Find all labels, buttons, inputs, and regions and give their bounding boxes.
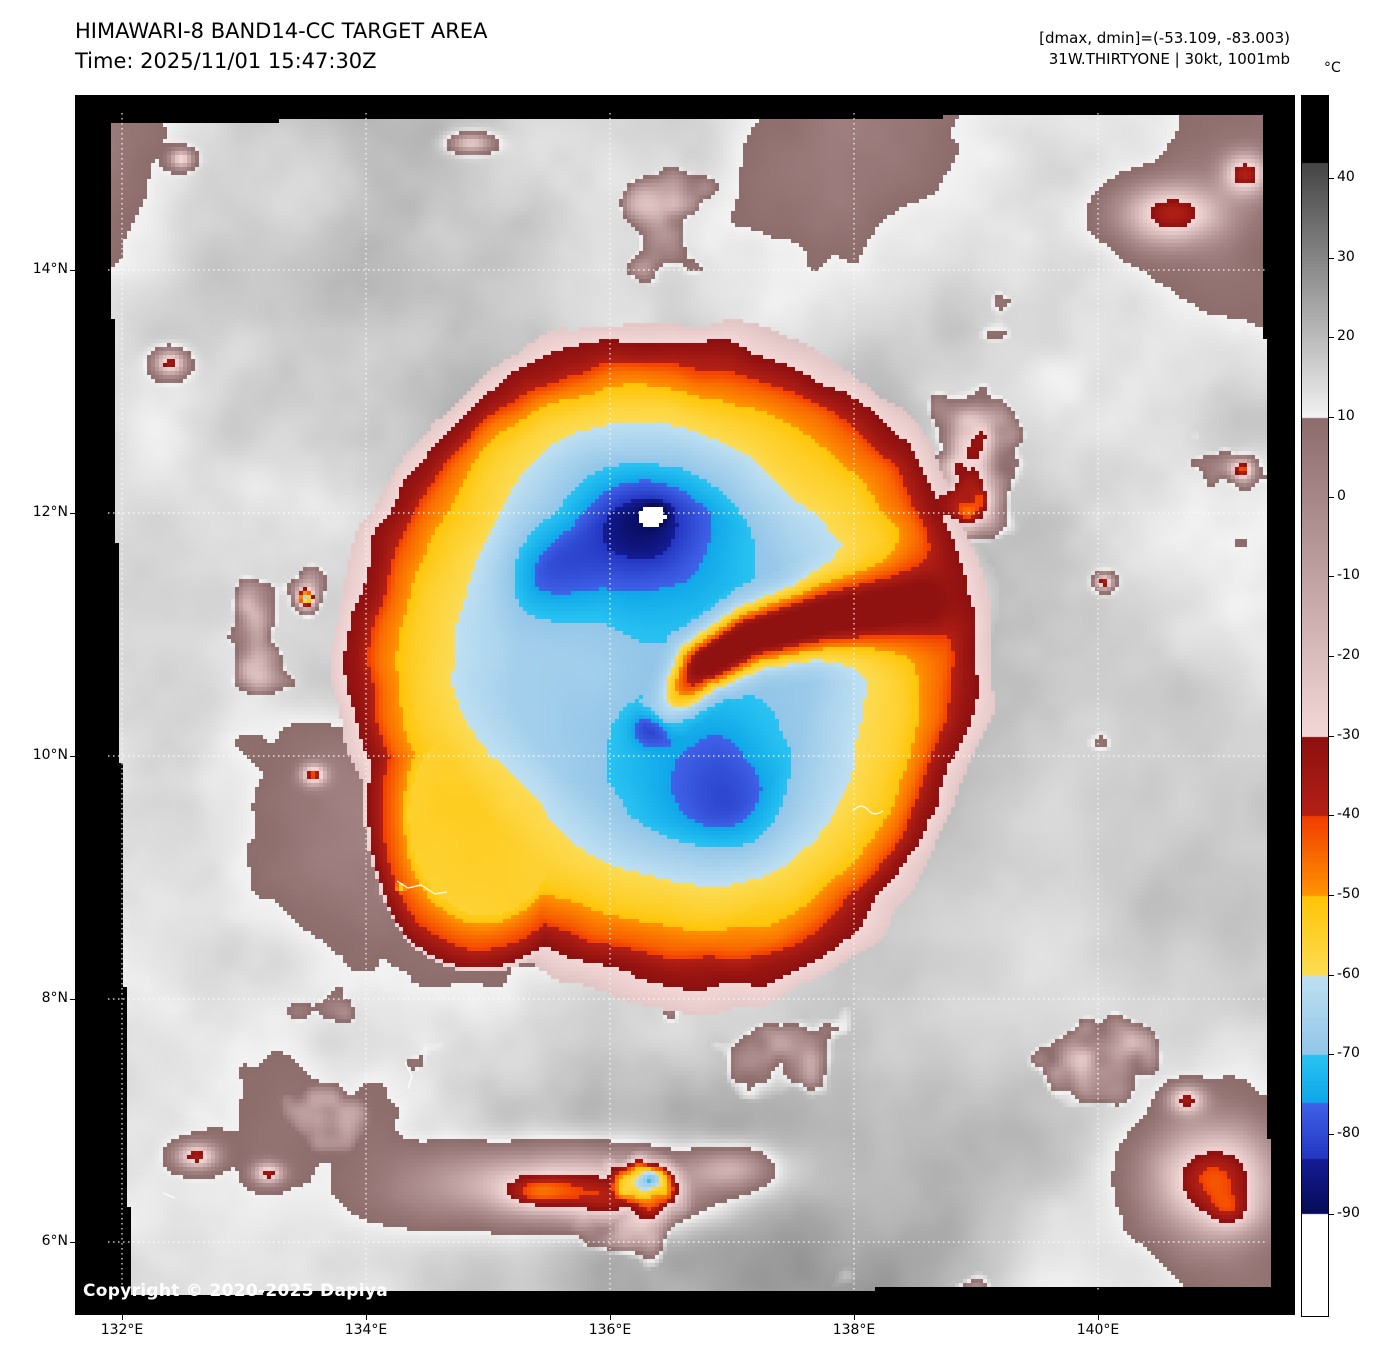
figure-title: HIMAWARI-8 BAND14-CC TARGET AREA xyxy=(75,19,488,43)
lon-tick-label: 138°E xyxy=(832,1322,876,1338)
lon-tick-mark xyxy=(366,1315,367,1320)
colorbar-tick-mark xyxy=(1329,1213,1334,1215)
storm-id-readout: 31W.THIRTYONE | 30kt, 1001mb xyxy=(1048,50,1290,68)
lat-tick-mark xyxy=(70,999,75,1000)
lat-tick-label: 6°N xyxy=(41,1233,68,1249)
colorbar-tick-mark xyxy=(1329,895,1334,897)
lat-tick-mark xyxy=(70,270,75,271)
colorbar-tick-mark xyxy=(1329,815,1334,817)
colorbar-tick-label: 0 xyxy=(1337,487,1346,504)
colorbar-tick-label: -20 xyxy=(1337,646,1360,663)
lon-tick-label: 140°E xyxy=(1076,1322,1120,1338)
colorbar-tick-label: 20 xyxy=(1337,328,1355,345)
colorbar-tick-label: -30 xyxy=(1337,726,1360,743)
satellite-image-canvas xyxy=(75,95,1295,1315)
lon-tick-label: 134°E xyxy=(344,1322,388,1338)
colorbar-tick-label: -90 xyxy=(1337,1204,1360,1221)
lon-tick-mark xyxy=(610,1315,611,1320)
colorbar-tick-label: -70 xyxy=(1337,1045,1360,1062)
lon-tick-mark xyxy=(854,1315,855,1320)
lon-tick-mark xyxy=(1098,1315,1099,1320)
coastline-path xyxy=(852,805,884,815)
lat-tick-label: 8°N xyxy=(41,990,68,1006)
lat-tick-mark xyxy=(70,513,75,514)
colorbar-tick-mark xyxy=(1329,576,1334,578)
colorbar-tick-label: -10 xyxy=(1337,567,1360,584)
lat-tick-label: 10°N xyxy=(32,747,68,763)
lat-tick-label: 12°N xyxy=(32,504,68,520)
colorbar-tick-label: 30 xyxy=(1337,248,1355,265)
copyright-label: Copyright © 2020-2025 Dapiya xyxy=(83,1281,388,1301)
graticule-overlay xyxy=(108,113,1267,1292)
coastlines xyxy=(162,805,884,1199)
lat-tick-label: 14°N xyxy=(32,261,68,277)
colorbar-unit-label: °C xyxy=(1324,60,1341,76)
colorbar-tick-label: -40 xyxy=(1337,806,1360,823)
coastline-path xyxy=(404,1061,413,1090)
satellite-plot-area: Copyright © 2020-2025 Dapiya xyxy=(75,95,1295,1315)
coastline-path xyxy=(396,880,448,895)
colorbar-tick-label: 10 xyxy=(1337,407,1355,424)
colorbar-tick-mark xyxy=(1329,735,1334,737)
lon-tick-mark xyxy=(122,1315,123,1320)
colorbar-tick-mark xyxy=(1329,1054,1334,1056)
header-right: [dmax, dmin]=(-53.109, -83.003) 31W.THIR… xyxy=(890,28,1290,70)
colorbar-tick-label: -80 xyxy=(1337,1125,1360,1142)
colorbar-tick-label: 40 xyxy=(1337,168,1355,185)
dmax-dmin-readout: [dmax, dmin]=(-53.109, -83.003) xyxy=(1039,29,1290,47)
lat-tick-mark xyxy=(70,1242,75,1243)
graticule-lines xyxy=(108,113,1267,1292)
figure-timestamp: Time: 2025/11/01 15:47:30Z xyxy=(75,49,377,73)
colorbar-tick-mark xyxy=(1329,496,1334,498)
colorbar xyxy=(1301,95,1329,1317)
colorbar-tick-mark xyxy=(1329,257,1334,259)
colorbar-tick-mark xyxy=(1329,1134,1334,1136)
colorbar-tick-mark xyxy=(1329,416,1334,418)
lat-tick-mark xyxy=(70,756,75,757)
colorbar-tick-mark xyxy=(1329,974,1334,976)
colorbar-tick-mark xyxy=(1329,337,1334,339)
coastline-path xyxy=(162,1192,176,1199)
lon-tick-label: 132°E xyxy=(100,1322,144,1338)
colorbar-tick-mark xyxy=(1329,655,1334,657)
colorbar-tick-mark xyxy=(1329,177,1334,179)
colorbar-tick-label: -60 xyxy=(1337,965,1360,982)
colorbar-tick-label: -50 xyxy=(1337,886,1360,903)
lon-tick-label: 136°E xyxy=(588,1322,632,1338)
